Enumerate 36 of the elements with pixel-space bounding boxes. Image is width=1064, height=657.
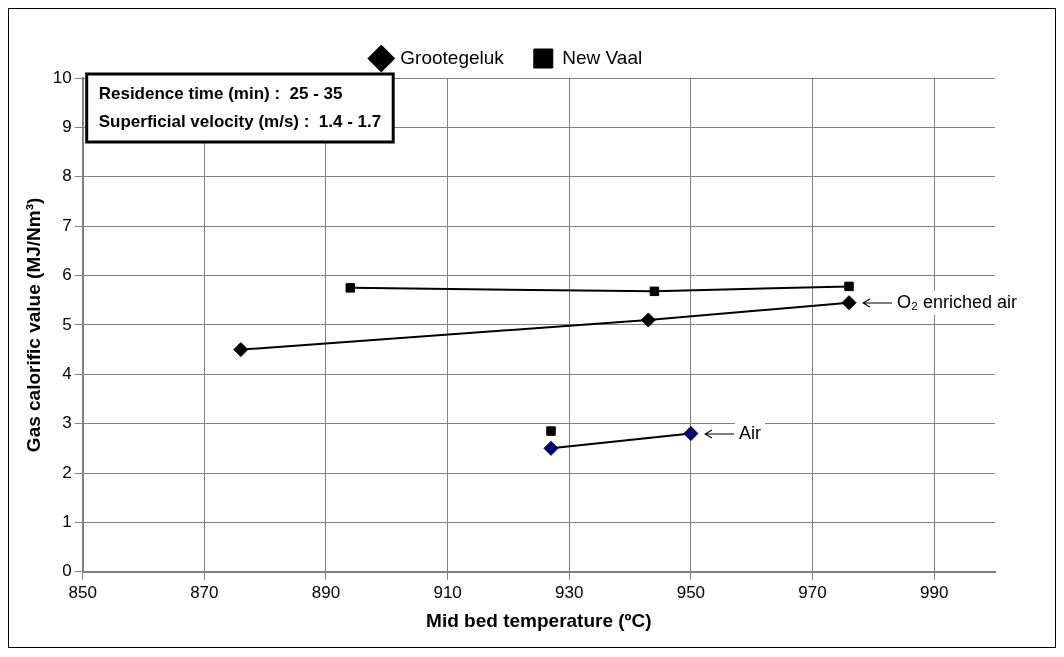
y-tick-label: 9 xyxy=(62,117,72,137)
annotation: Air xyxy=(738,422,761,443)
y-tick-label: 4 xyxy=(62,363,72,383)
y-tick-label: 3 xyxy=(62,413,72,433)
x-tick-label: 930 xyxy=(555,582,584,602)
legend-label: New Vaal xyxy=(562,46,643,68)
y-tick-label: 10 xyxy=(52,67,72,87)
annotation: Superficial velocity (m/s) : 1.4 - 1.7 xyxy=(98,111,382,131)
x-axis-title: Mid bed temperature (ºC) xyxy=(426,609,652,631)
x-tick-label: 910 xyxy=(433,582,462,602)
annotation: O₂ enriched air xyxy=(897,291,1018,312)
point xyxy=(546,426,556,436)
point xyxy=(345,283,356,293)
x-tick-label: 970 xyxy=(798,582,827,602)
y-tick-label: 1 xyxy=(62,512,72,532)
x-tick-label: 890 xyxy=(311,582,341,602)
point xyxy=(844,281,854,292)
y-tick-label: 2 xyxy=(62,462,72,482)
point xyxy=(543,440,559,456)
x-tick-label: 950 xyxy=(676,582,706,602)
point xyxy=(233,342,249,358)
y-tick-label: 8 xyxy=(62,166,72,186)
point xyxy=(841,295,857,311)
y-tick-label: 7 xyxy=(62,215,72,235)
x-tick-label: 850 xyxy=(68,582,97,602)
y-axis-title: Gas calorific value (MJ/Nm³) xyxy=(22,197,44,453)
point xyxy=(640,312,656,328)
x-tick-label: 990 xyxy=(919,582,949,602)
legend-label: Grootegeluk xyxy=(400,46,505,68)
point xyxy=(649,286,660,297)
point xyxy=(683,426,699,442)
x-tick-label: 870 xyxy=(190,582,219,602)
y-tick-label: 5 xyxy=(62,314,72,334)
y-tick-label: 0 xyxy=(62,561,72,581)
annotation: Residence time (min) : 25 - 35 xyxy=(98,83,343,103)
y-tick-label: 6 xyxy=(62,265,72,285)
